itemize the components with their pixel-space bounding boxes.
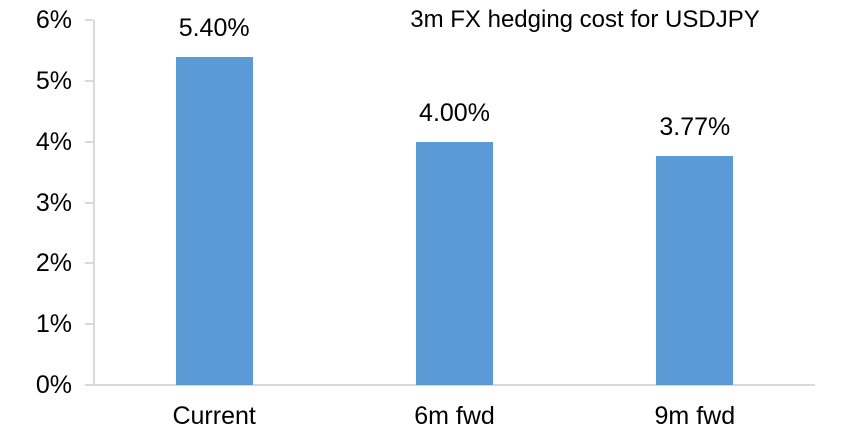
y-axis-tick-label: 2%: [35, 249, 72, 278]
bar: [656, 155, 734, 385]
bar: [175, 56, 253, 385]
x-category-label: Current: [172, 402, 256, 430]
y-axis-tick-label: 6%: [35, 6, 72, 34]
x-axis-line: [93, 384, 815, 386]
bar-data-label: 5.40%: [178, 13, 250, 42]
bar-data-label: 4.00%: [419, 98, 490, 127]
y-axis-tick-mark: [85, 140, 93, 143]
chart-title: 3m FX hedging cost for USDJPY: [410, 6, 760, 33]
y-axis-tick-mark: [85, 323, 93, 326]
y-axis-tick-label: 5%: [35, 66, 72, 95]
y-axis-tick-label: 3%: [35, 188, 72, 217]
bar: [416, 141, 493, 385]
y-axis-tick-mark: [85, 201, 93, 204]
y-axis-tick-label: 1%: [35, 310, 72, 339]
x-category-label: 9m fwd: [654, 402, 736, 430]
y-axis-tick-mark: [85, 262, 93, 265]
y-axis-line: [93, 20, 95, 385]
y-axis-tick-mark: [85, 19, 93, 21]
y-axis-tick-mark: [85, 384, 93, 386]
bar-data-label: 3.77%: [659, 112, 731, 141]
y-axis-tick-label: 0%: [35, 371, 72, 399]
x-category-label: 6m fwd: [414, 402, 495, 430]
y-axis-tick-mark: [85, 79, 93, 82]
y-axis-tick-label: 4%: [35, 127, 72, 156]
